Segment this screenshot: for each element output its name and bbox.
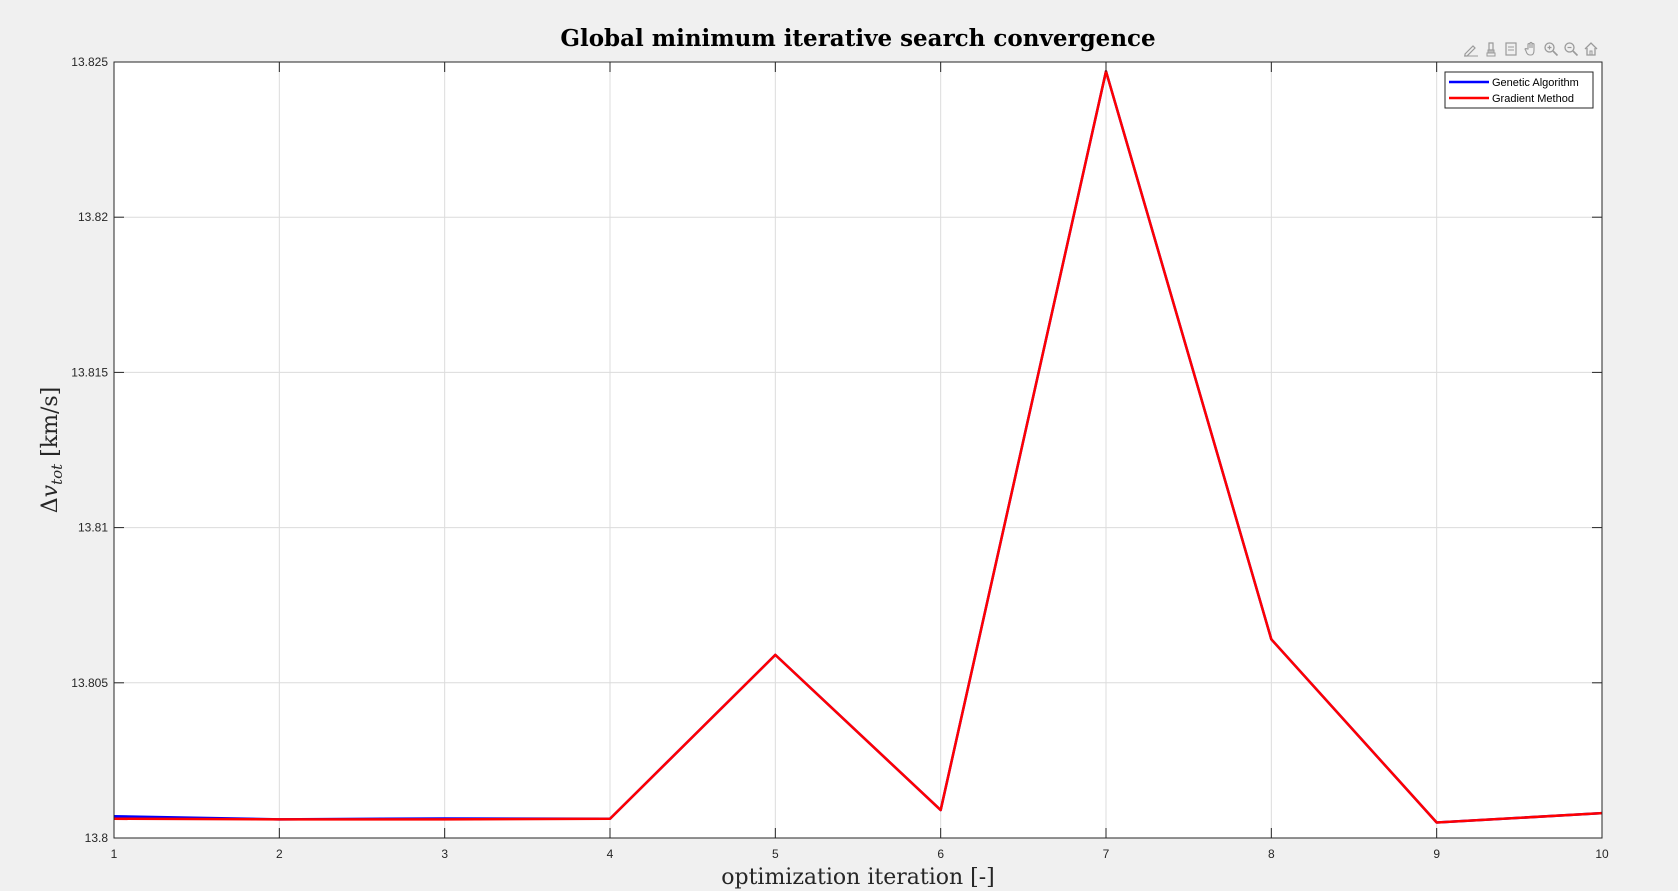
y-label-v: v [38, 484, 63, 497]
zoom-out-icon[interactable] [1562, 40, 1580, 58]
x-tick-label: 10 [1595, 847, 1609, 861]
x-tick-label: 1 [111, 847, 118, 861]
x-tick-label: 4 [607, 847, 614, 861]
axes-toolbar [1462, 40, 1600, 58]
brush-icon[interactable] [1482, 40, 1500, 58]
y-tick-label: 13.825 [71, 55, 108, 69]
home-icon[interactable] [1582, 40, 1600, 58]
x-tick-label: 3 [441, 847, 448, 861]
axes-box [113, 61, 1603, 839]
y-label-delta: Δ [38, 497, 63, 513]
axes-area[interactable] [114, 62, 1602, 838]
x-tick-label: 7 [1103, 847, 1110, 861]
zoom-in-icon[interactable] [1542, 40, 1560, 58]
series-line-gradient-method[interactable] [113, 70, 1603, 824]
x-tick-label: 6 [937, 847, 944, 861]
y-axis-label: Δvtot [km/s] [38, 387, 66, 513]
ticks: 1 2 3 4 5 6 7 8 9 10 13.8 13.805 13.81 13.815 13.82 13.… [71, 55, 1609, 861]
datatip-icon[interactable] [1502, 40, 1520, 58]
chart-title: Global minimum iterative search converge… [560, 25, 1155, 52]
y-tick-label: 13.81 [78, 521, 108, 535]
legend-entry-label: Gradient Method [1492, 93, 1574, 105]
y-tick-label: 13.8 [85, 831, 109, 845]
legend-entry-label: Genetic Algorithm [1492, 77, 1579, 89]
edit-icon[interactable] [1462, 40, 1480, 58]
y-tick-label: 13.805 [71, 676, 108, 690]
pan-icon[interactable] [1522, 40, 1540, 58]
y-label-unit: [km/s] [38, 387, 63, 464]
x-tick-label: 2 [276, 847, 283, 861]
x-axis-label: optimization iteration [-] [721, 865, 995, 890]
x-tick-label: 5 [772, 847, 779, 861]
x-tick-label: 9 [1433, 847, 1440, 861]
legend-box [1444, 71, 1594, 109]
x-tick-label: 8 [1268, 847, 1275, 861]
y-tick-label: 13.815 [71, 365, 108, 379]
y-tick-label: 13.82 [78, 210, 108, 224]
legend[interactable]: Genetic Algorithm Gradient Method [1444, 71, 1594, 109]
y-label-subscript: tot [48, 463, 66, 485]
series-layer [113, 70, 1603, 824]
